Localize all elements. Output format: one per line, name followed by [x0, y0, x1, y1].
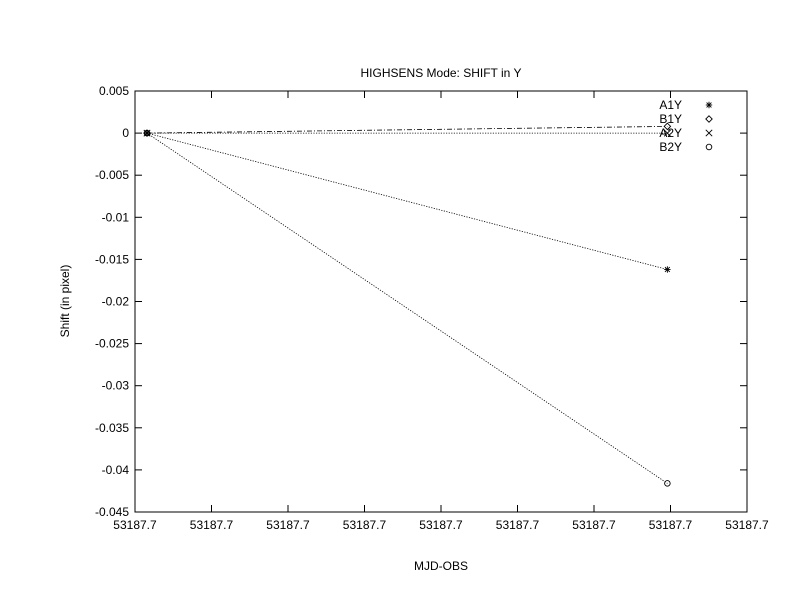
y-tick-label: -0.01	[102, 210, 130, 224]
x-tick-label: 53187.7	[496, 518, 540, 532]
data-point-a2y-stroke	[663, 129, 671, 137]
x-tick-label: 53187.7	[649, 518, 693, 532]
legend-marker-a2y-stroke	[705, 129, 713, 137]
x-axis-label: MJD-OBS	[414, 559, 468, 573]
legend-marker-a1y-stroke	[706, 102, 712, 108]
legend-label-b1y: B1Y	[659, 112, 682, 126]
x-axis: 53187.7 53187.7 53187.7 53187.7 53187.7 53187…	[113, 91, 769, 532]
y-tick-label: 0.005	[99, 84, 129, 98]
y-axis: 0.005 0 -0.005 -0.01 -0.015 -0.02 -0.025 -0.03 -…	[95, 84, 747, 519]
legend-marker-b1y-shape	[705, 115, 713, 123]
x-tick-label: 53187.7	[266, 518, 310, 532]
y-tick-label: -0.005	[95, 168, 129, 182]
data-point-b1y-shape	[663, 122, 672, 131]
legend-marker-b2y-shape	[705, 143, 713, 151]
data-point-a1y-stroke	[664, 266, 671, 273]
legend-label-a2y: A2Y	[659, 126, 682, 140]
data-point-b2y	[664, 480, 671, 487]
legend-marker-a1y	[705, 101, 713, 109]
series-layer	[143, 122, 672, 487]
y-tick-label: -0.04	[102, 463, 130, 477]
x-tick-label: 53187.7	[572, 518, 616, 532]
chart-title: HIGHSENS Mode: SHIFT in Y	[361, 66, 522, 80]
y-tick-label: -0.035	[95, 421, 129, 435]
y-tick-label: -0.015	[95, 252, 129, 266]
y-tick-label: -0.025	[95, 337, 129, 351]
legend-label-b2y: B2Y	[659, 140, 682, 154]
y-tick-label: -0.02	[102, 295, 130, 309]
data-point-b2y-shape	[664, 480, 671, 487]
x-tick-label: 53187.7	[419, 518, 463, 532]
series-line-b2y	[146, 132, 668, 484]
data-point-b2y-shape	[143, 129, 151, 137]
legend-marker-a2y	[705, 129, 713, 137]
data-point-a2y	[663, 129, 671, 137]
series-line-a1y	[146, 132, 668, 270]
y-tick-label: -0.03	[102, 379, 130, 393]
data-point-a1y	[664, 266, 671, 273]
data-point-b2y	[143, 129, 151, 137]
x-tick-label: 53187.7	[190, 518, 234, 532]
x-tick-label: 53187.7	[343, 518, 387, 532]
data-point-b1y	[663, 122, 672, 131]
legend-marker-b1y	[705, 115, 713, 123]
y-tick-label: 0	[122, 126, 129, 140]
x-tick-label: 53187.7	[113, 518, 157, 532]
x-tick-label: 53187.7	[725, 518, 769, 532]
legend-marker-b2y	[705, 143, 713, 151]
legend-label-a1y: A1Y	[659, 98, 682, 112]
y-axis-label: Shift (in pixel)	[58, 265, 72, 338]
plot-frame	[134, 90, 748, 513]
series-line-b1y	[146, 126, 668, 134]
y-tick-label: -0.045	[95, 505, 129, 519]
